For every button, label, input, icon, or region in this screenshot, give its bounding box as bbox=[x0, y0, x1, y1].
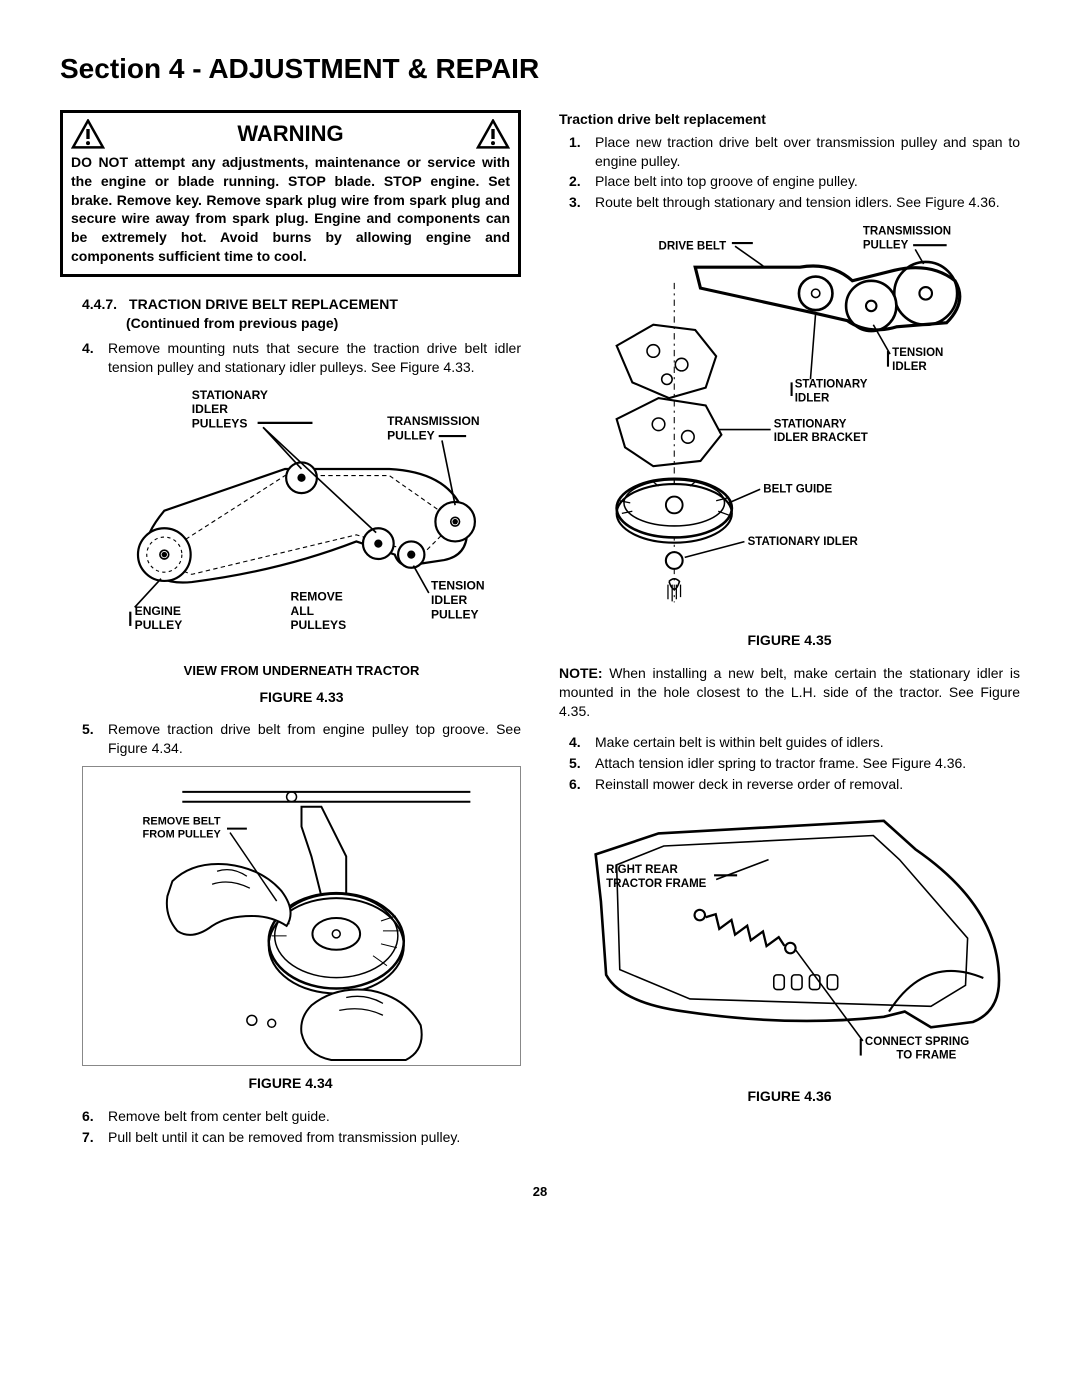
svg-text:ENGINE: ENGINE bbox=[135, 604, 181, 618]
subsection-heading: 4.4.7. TRACTION DRIVE BELT REPLACEMENT bbox=[82, 295, 521, 314]
r-step-1: 1. Place new traction drive belt over tr… bbox=[569, 133, 1020, 171]
step-number: 5. bbox=[82, 720, 98, 758]
step-text: Route belt through stationary and tensio… bbox=[595, 193, 1020, 212]
right-column: Traction drive belt replacement 1. Place… bbox=[559, 110, 1020, 1149]
warning-box: WARNING DO NOT attempt any adjustments, … bbox=[60, 110, 521, 277]
svg-text:BELT GUIDE: BELT GUIDE bbox=[763, 484, 832, 496]
figure-4-33-svg: STATIONARY IDLER PULLEYS TRANSMISSION PU… bbox=[82, 379, 521, 653]
figure-4-34-caption: FIGURE 4.34 bbox=[60, 1074, 521, 1093]
warning-icon bbox=[476, 119, 510, 149]
warning-icon bbox=[71, 119, 105, 149]
r-step-3: 3. Route belt through stationary and ten… bbox=[569, 193, 1020, 212]
svg-text:STATIONARY: STATIONARY bbox=[774, 419, 847, 431]
svg-text:STATIONARY: STATIONARY bbox=[795, 379, 868, 391]
step-number: 4. bbox=[569, 733, 585, 752]
step-number: 3. bbox=[569, 193, 585, 212]
svg-text:TENSION: TENSION bbox=[431, 578, 485, 592]
step-text: Attach tension idler spring to tractor f… bbox=[595, 754, 1020, 773]
svg-text:FROM PULLEY: FROM PULLEY bbox=[143, 829, 222, 841]
svg-text:CONNECT SPRING: CONNECT SPRING bbox=[865, 1036, 969, 1048]
svg-text:PULLEY: PULLEY bbox=[387, 428, 435, 442]
r-step-6: 6. Reinstall mower deck in reverse order… bbox=[569, 775, 1020, 794]
svg-text:REMOVE BELT: REMOVE BELT bbox=[143, 816, 221, 828]
page-number: 28 bbox=[60, 1183, 1020, 1201]
figure-4-36: RIGHT REAR TRACTOR FRAME CONNECT SPRING … bbox=[559, 802, 1020, 1106]
note-lead: NOTE: bbox=[559, 665, 603, 681]
warning-title: WARNING bbox=[105, 119, 476, 149]
step-text: Remove mounting nuts that secure the tra… bbox=[108, 339, 521, 377]
replacement-heading: Traction drive belt replacement bbox=[559, 110, 1020, 129]
note-text: When installing a new belt, make certain… bbox=[559, 665, 1020, 719]
step-number: 6. bbox=[82, 1107, 98, 1126]
svg-text:PULLEYS: PULLEYS bbox=[192, 416, 248, 430]
step-number: 1. bbox=[569, 133, 585, 171]
svg-text:PULLEY: PULLEY bbox=[135, 618, 183, 632]
svg-text:TO FRAME: TO FRAME bbox=[896, 1049, 956, 1061]
step-text: Reinstall mower deck in reverse order of… bbox=[595, 775, 1020, 794]
step-4: 4. Remove mounting nuts that secure the … bbox=[82, 339, 521, 377]
svg-text:IDLER: IDLER bbox=[795, 393, 830, 405]
svg-text:IDLER: IDLER bbox=[892, 361, 927, 373]
step-number: 5. bbox=[569, 754, 585, 773]
install-note: NOTE: When installing a new belt, make c… bbox=[559, 664, 1020, 721]
figure-4-33-caption: FIGURE 4.33 bbox=[82, 688, 521, 707]
figure-4-35-caption: FIGURE 4.35 bbox=[559, 631, 1020, 650]
subsection-number: 4.4.7. bbox=[82, 295, 117, 314]
figure-4-36-caption: FIGURE 4.36 bbox=[559, 1087, 1020, 1106]
svg-text:TRANSMISSION: TRANSMISSION bbox=[863, 226, 951, 238]
r-step-5: 5. Attach tension idler spring to tracto… bbox=[569, 754, 1020, 773]
svg-text:PULLEYS: PULLEYS bbox=[291, 618, 347, 632]
step-number: 2. bbox=[569, 172, 585, 191]
svg-text:IDLER: IDLER bbox=[431, 593, 467, 607]
figure-4-33-subcaption: VIEW FROM UNDERNEATH TRACTOR bbox=[82, 662, 521, 680]
figure-4-35-svg: DRIVE BELT TRANSMISSION PULLEY TENSION I… bbox=[559, 220, 1020, 618]
left-column: WARNING DO NOT attempt any adjustments, … bbox=[60, 110, 521, 1149]
svg-text:STATIONARY IDLER: STATIONARY IDLER bbox=[748, 536, 859, 548]
r-step-4: 4. Make certain belt is within belt guid… bbox=[569, 733, 1020, 752]
svg-text:PULLEY: PULLEY bbox=[431, 607, 479, 621]
step-number: 7. bbox=[82, 1128, 98, 1147]
svg-text:IDLER: IDLER bbox=[192, 402, 228, 416]
r-step-2: 2. Place belt into top groove of engine … bbox=[569, 172, 1020, 191]
svg-text:ALL: ALL bbox=[291, 604, 314, 618]
step-text: Make certain belt is within belt guides … bbox=[595, 733, 1020, 752]
figure-4-34-svg: REMOVE BELT FROM PULLEY bbox=[83, 767, 520, 1065]
continued-note: (Continued from previous page) bbox=[126, 314, 521, 333]
svg-text:TENSION: TENSION bbox=[892, 347, 943, 359]
step-text: Place new traction drive belt over trans… bbox=[595, 133, 1020, 171]
figure-4-33: STATIONARY IDLER PULLEYS TRANSMISSION PU… bbox=[82, 379, 521, 707]
step-text: Place belt into top groove of engine pul… bbox=[595, 172, 1020, 191]
svg-text:REMOVE: REMOVE bbox=[291, 589, 343, 603]
svg-text:PULLEY: PULLEY bbox=[863, 240, 909, 252]
step-number: 4. bbox=[82, 339, 98, 377]
svg-text:IDLER BRACKET: IDLER BRACKET bbox=[774, 432, 868, 444]
step-text: Remove belt from center belt guide. bbox=[108, 1107, 521, 1126]
step-text: Remove traction drive belt from engine p… bbox=[108, 720, 521, 758]
warning-body: DO NOT attempt any adjustments, maintena… bbox=[71, 153, 510, 266]
svg-text:TRANSMISSION: TRANSMISSION bbox=[387, 414, 479, 428]
step-number: 6. bbox=[569, 775, 585, 794]
subsection-title: TRACTION DRIVE BELT REPLACEMENT bbox=[129, 295, 398, 314]
svg-text:DRIVE BELT: DRIVE BELT bbox=[659, 241, 727, 253]
step-5: 5. Remove traction drive belt from engin… bbox=[82, 720, 521, 758]
two-column-layout: WARNING DO NOT attempt any adjustments, … bbox=[60, 110, 1020, 1149]
step-6: 6. Remove belt from center belt guide. bbox=[82, 1107, 521, 1126]
step-text: Pull belt until it can be removed from t… bbox=[108, 1128, 521, 1147]
figure-4-36-svg: RIGHT REAR TRACTOR FRAME CONNECT SPRING … bbox=[559, 802, 1020, 1074]
figure-4-35: DRIVE BELT TRANSMISSION PULLEY TENSION I… bbox=[559, 220, 1020, 650]
figure-4-34: REMOVE BELT FROM PULLEY bbox=[82, 766, 521, 1066]
svg-text:STATIONARY: STATIONARY bbox=[192, 387, 268, 401]
warning-header: WARNING bbox=[71, 119, 510, 149]
svg-text:TRACTOR FRAME: TRACTOR FRAME bbox=[606, 877, 707, 889]
step-7: 7. Pull belt until it can be removed fro… bbox=[82, 1128, 521, 1147]
section-title: Section 4 - ADJUSTMENT & REPAIR bbox=[60, 50, 1020, 88]
svg-text:RIGHT REAR: RIGHT REAR bbox=[606, 864, 678, 876]
